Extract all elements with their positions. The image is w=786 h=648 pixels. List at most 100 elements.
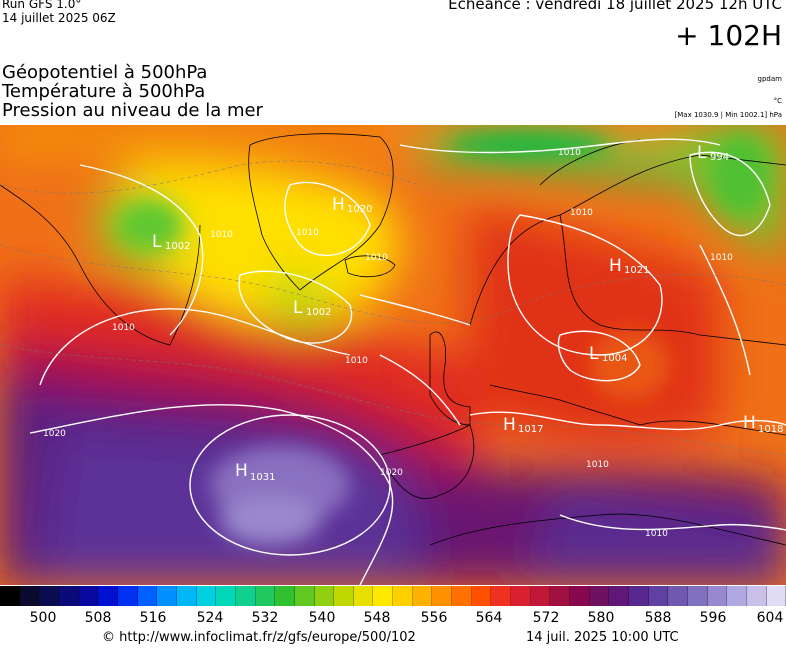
colorbar-swatch (39, 586, 59, 606)
isobar-label: 1010 (710, 253, 733, 263)
colorbar-swatch (746, 586, 767, 606)
center-letter: L (152, 232, 162, 252)
center-value: 994 (710, 152, 729, 163)
isobar-label: 1010 (645, 529, 668, 539)
isobar-label: 1010 (365, 253, 388, 263)
center-letter: H (743, 413, 756, 433)
center-letter: H (332, 195, 345, 215)
colorbar-tick: 604 (756, 610, 784, 626)
colorbar-swatch (530, 586, 551, 606)
colorbar-swatch (648, 586, 669, 606)
colorbar-swatch (235, 586, 256, 606)
colorbar-swatch (58, 586, 79, 606)
colorbar-swatch (550, 586, 571, 606)
colorbar-swatch (629, 586, 649, 606)
colorbar-tick: 540 (308, 610, 336, 626)
isobar-label: 1010 (558, 148, 581, 158)
forecast-lead-time: + 102H (675, 19, 782, 52)
colorbar-swatch (78, 586, 99, 606)
pressure-centers: H 1020 L 1002 L 1002 L 994 H 1021 L 1004… (152, 143, 783, 483)
colorbar-swatch (589, 586, 610, 606)
colorbar-tick: 516 (139, 610, 167, 626)
colorbar-tick: 572 (532, 610, 560, 626)
colorbar-swatch (255, 586, 276, 606)
colorbar-swatch (334, 586, 354, 606)
isobar-label: 1010 (586, 460, 609, 470)
center-letter: L (697, 143, 707, 163)
colorbar-swatch (117, 586, 138, 606)
colorbar-swatch (727, 586, 747, 606)
colorbar-swatch (471, 586, 492, 606)
isobar-label: 1010 (112, 323, 135, 333)
center-value: 1002 (165, 241, 190, 252)
colorbar-tick: 548 (363, 610, 391, 626)
colorbar-swatch (766, 586, 786, 606)
isobar-label: 1010 (345, 356, 368, 366)
isobars (29, 138, 786, 585)
colorbar-swatch (275, 586, 295, 606)
colorbar-swatch (196, 586, 217, 606)
source-url-link[interactable]: © http://www.infoclimat.fr/z/gfs/europe/… (102, 630, 416, 645)
center-value: 1031 (250, 472, 275, 483)
colorbar-swatch (216, 586, 236, 606)
colorbar-swatch (19, 586, 40, 606)
isobar-label: 1020 (43, 429, 66, 439)
colorbar-swatch (137, 586, 158, 606)
center-value: 1018 (758, 424, 783, 435)
colorbar-swatch (0, 586, 20, 606)
center-letter: H (503, 415, 516, 435)
run-date: 14 juillet 2025 06Z (2, 11, 116, 25)
center-value: 1017 (518, 424, 543, 435)
colorbar-tick: 596 (699, 610, 727, 626)
colorbar-swatch (707, 586, 728, 606)
center-value: 1002 (306, 307, 331, 318)
colorbar-tick: 556 (420, 610, 448, 626)
colorbar-tick: 500 (29, 610, 57, 626)
colorbar-swatch (668, 586, 688, 606)
run-label: Run GFS 1.0° (2, 0, 82, 11)
param-temperature: Température à 500hPa (2, 81, 206, 102)
colorbar-tick: 580 (587, 610, 615, 626)
colorbar-swatch (432, 586, 453, 606)
colorbar-swatch (294, 586, 315, 606)
isobar-labels: 1010 1010 1010 1010 1010 1010 1010 1010 … (43, 148, 733, 539)
colorbar-swatch (511, 586, 531, 606)
colorbar-swatch (687, 586, 708, 606)
colorbar-swatch (393, 586, 413, 606)
center-letter: H (609, 256, 622, 276)
colorbar-swatch (491, 586, 512, 606)
colorbar-tick: 532 (251, 610, 279, 626)
colorbar (0, 586, 786, 606)
colorbar-swatch (373, 586, 394, 606)
center-value: 1020 (347, 204, 372, 215)
isobar-label: 1010 (296, 228, 319, 238)
colorbar-tick: 564 (475, 610, 503, 626)
unit-celsius: °C (773, 97, 782, 105)
unit-gpdam: gpdam (757, 75, 782, 83)
center-letter: L (293, 298, 303, 318)
colorbar-swatch (353, 586, 374, 606)
generated-timestamp: 14 juil. 2025 10:00 UTC (526, 630, 679, 645)
pressure-range: [Max 1030.9 | Min 1002.1] hPa (674, 111, 782, 119)
param-slp: Pression au niveau de la mer (2, 100, 263, 121)
center-letter: L (589, 344, 599, 364)
coastlines (0, 133, 786, 546)
colorbar-tick: 524 (196, 610, 224, 626)
isobar-label: 1020 (380, 468, 403, 478)
geopotential-field (0, 125, 786, 585)
weather-map: H 1020 L 1002 L 1002 L 994 H 1021 L 1004… (0, 125, 786, 585)
center-value: 1021 (624, 265, 649, 276)
colorbar-swatch (157, 586, 177, 606)
colorbar-tick: 508 (84, 610, 112, 626)
isobar-label: 1010 (210, 230, 233, 240)
center-value: 1004 (602, 353, 627, 364)
colorbar-swatch (609, 586, 629, 606)
colorbar-tick: 588 (644, 610, 672, 626)
geopotential-contours (0, 160, 786, 456)
center-letter: H (235, 461, 248, 481)
colorbar-swatch (314, 586, 335, 606)
isobar-label: 1010 (570, 208, 593, 218)
colorbar-swatch (98, 586, 118, 606)
colorbar-swatch (452, 586, 472, 606)
colorbar-swatch (570, 586, 590, 606)
